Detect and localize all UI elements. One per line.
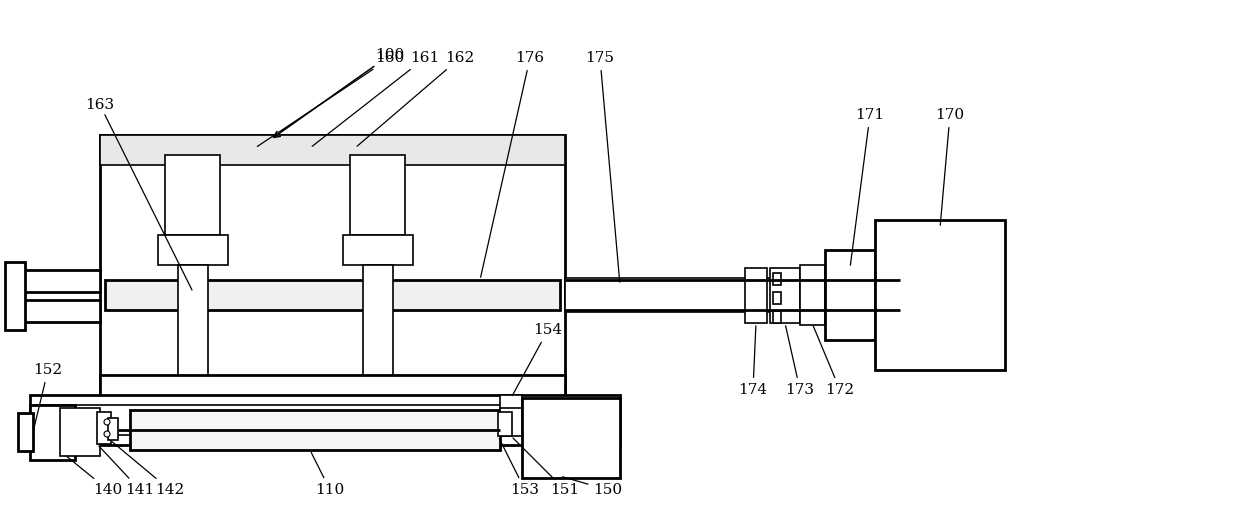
Text: 151: 151: [513, 438, 579, 497]
Text: 170: 170: [935, 108, 965, 225]
Text: 162: 162: [357, 51, 475, 146]
Bar: [773, 292, 781, 304]
Text: 142: 142: [112, 442, 185, 497]
Bar: [522, 398, 620, 478]
Text: 173: 173: [785, 326, 815, 397]
Bar: [30, 395, 620, 445]
Bar: [5, 262, 25, 330]
Bar: [179, 265, 208, 380]
Bar: [15, 300, 100, 322]
Bar: [100, 135, 565, 165]
Bar: [35, 405, 615, 435]
Bar: [165, 155, 219, 235]
Text: 161: 161: [312, 51, 440, 146]
Bar: [500, 395, 522, 435]
Bar: [500, 408, 522, 436]
Text: 175: 175: [585, 51, 620, 282]
Text: 100: 100: [274, 48, 404, 137]
Bar: [100, 135, 565, 400]
Bar: [745, 268, 768, 323]
Bar: [100, 375, 565, 400]
Bar: [498, 412, 512, 436]
Text: 141: 141: [99, 446, 155, 497]
Bar: [15, 270, 100, 292]
Bar: [130, 410, 500, 450]
Text: 152: 152: [33, 363, 62, 429]
Bar: [875, 220, 1004, 370]
Text: 160: 160: [258, 51, 404, 146]
Bar: [825, 250, 875, 340]
Circle shape: [104, 431, 110, 437]
Text: 150: 150: [563, 477, 622, 497]
Text: 163: 163: [86, 98, 192, 290]
Bar: [773, 311, 781, 323]
Circle shape: [104, 419, 110, 425]
Bar: [60, 408, 100, 456]
Bar: [565, 278, 900, 312]
Text: 174: 174: [739, 326, 768, 397]
Bar: [105, 280, 560, 310]
Text: 110: 110: [311, 453, 345, 497]
Bar: [19, 413, 33, 451]
Bar: [363, 265, 393, 380]
Bar: [800, 265, 825, 325]
Text: 153: 153: [500, 438, 539, 497]
Bar: [770, 268, 800, 323]
Bar: [30, 405, 74, 460]
Text: 140: 140: [67, 457, 123, 497]
Text: 172: 172: [813, 325, 854, 397]
Bar: [157, 235, 228, 265]
Bar: [350, 155, 405, 235]
Bar: [343, 235, 413, 265]
Bar: [108, 418, 118, 440]
Text: 176: 176: [481, 51, 544, 277]
Text: 154: 154: [512, 323, 563, 395]
Text: 171: 171: [851, 108, 884, 265]
Bar: [97, 412, 112, 444]
Bar: [773, 273, 781, 285]
